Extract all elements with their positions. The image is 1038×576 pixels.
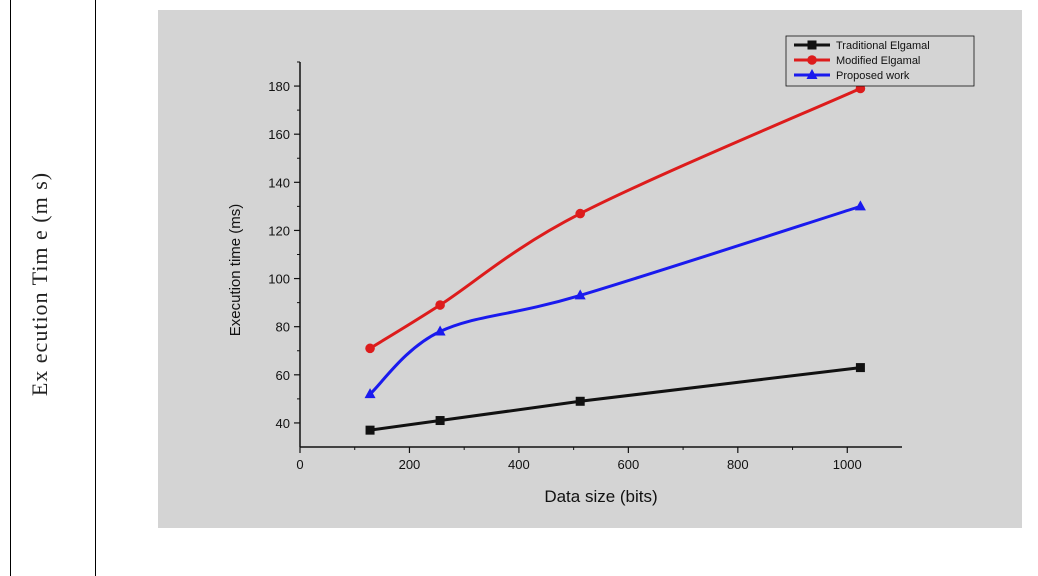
y-axis-label: Execution time (ms) bbox=[227, 204, 244, 337]
x-tick-label: 600 bbox=[618, 457, 640, 472]
data-point-1 bbox=[575, 396, 585, 406]
data-point-3 bbox=[364, 388, 376, 399]
y-tick-label: 120 bbox=[268, 223, 290, 238]
data-point-1 bbox=[365, 425, 375, 435]
y-tick-label: 160 bbox=[268, 127, 290, 142]
series-line-3 bbox=[369, 204, 861, 396]
data-point-3 bbox=[574, 289, 586, 300]
data-point-3 bbox=[434, 325, 446, 336]
x-tick-label: 0 bbox=[296, 457, 303, 472]
y-tick-label: 140 bbox=[268, 175, 290, 190]
x-tick-label: 200 bbox=[399, 457, 421, 472]
data-point-2 bbox=[365, 343, 375, 354]
column-divider bbox=[95, 0, 96, 576]
legend-label: Modified Elgamal bbox=[836, 55, 920, 67]
data-point-1 bbox=[435, 416, 445, 426]
legend-marker bbox=[807, 55, 817, 65]
legend-label: Traditional Elgamal bbox=[836, 40, 930, 52]
y-tick-label: 80 bbox=[276, 320, 290, 335]
legend-label: Proposed work bbox=[836, 70, 910, 82]
series-line-1 bbox=[369, 366, 861, 432]
series-line-2 bbox=[369, 87, 862, 350]
y-tick-label: 100 bbox=[268, 272, 290, 287]
y-tick-label: 60 bbox=[276, 368, 290, 383]
legend-marker bbox=[807, 40, 817, 50]
y-tick-label: 180 bbox=[268, 79, 290, 94]
data-point-1 bbox=[855, 363, 865, 373]
data-point-3 bbox=[854, 200, 866, 211]
x-tick-label: 400 bbox=[508, 457, 530, 472]
data-point-2 bbox=[435, 300, 445, 310]
page-left-border bbox=[10, 0, 11, 576]
y-tick-label: 40 bbox=[276, 416, 290, 431]
line-chart: 0 200 400 600 800 1000 40 60 80 100 120 140 160 180 T… bbox=[227, 35, 975, 506]
x-tick-label: 1000 bbox=[833, 457, 862, 472]
data-point-2 bbox=[575, 208, 586, 219]
chart-figure: 0 200 400 600 800 1000 40 60 80 100 120 140 160 180 T… bbox=[158, 10, 1022, 528]
outer-y-axis-label: Ex ecution Tim e (m s) bbox=[27, 171, 52, 397]
legend-marker bbox=[806, 69, 818, 79]
x-axis-label: Data size (bits) bbox=[544, 487, 657, 506]
x-tick-label: 800 bbox=[727, 457, 749, 472]
